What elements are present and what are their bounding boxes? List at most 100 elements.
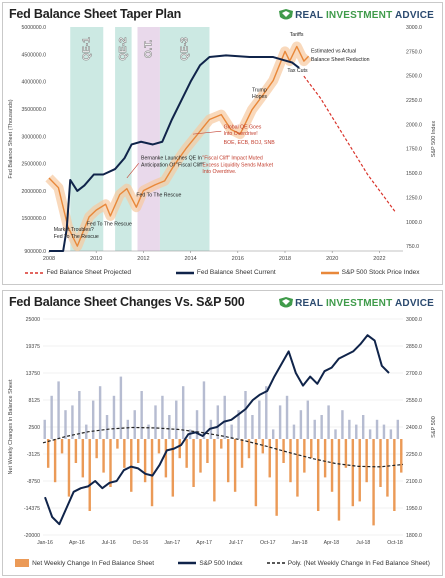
bar	[46, 439, 50, 468]
y-tick-right: 2750.0	[406, 49, 422, 55]
bar	[88, 439, 91, 511]
chart-annotation: Fed To The Rescue	[54, 234, 99, 240]
y-tick-right: 2500.0	[406, 74, 422, 80]
x-tick-label: 2012	[137, 256, 149, 262]
brand-logo: REAL INVESTMENT ADVICE	[277, 8, 434, 22]
bar	[102, 439, 105, 473]
y-tick-right: 1000.0	[406, 220, 422, 226]
y-tick-right: 2700.0	[406, 371, 422, 377]
bar	[119, 376, 123, 439]
bar	[244, 391, 247, 439]
y-tick-left: 3000000.0	[21, 134, 46, 140]
chart-annotation: Balance Sheet Reduction	[311, 57, 370, 63]
y-tick-left: -8750	[27, 479, 40, 485]
chart-annotation: Market Troubles?	[54, 227, 94, 233]
y-tick-left: 4000000.0	[21, 80, 46, 86]
chart-annotation: Into Overdrive!	[224, 131, 258, 137]
bar	[130, 439, 133, 492]
bar	[396, 419, 400, 439]
chart-annotation: Estimated vs Actual	[311, 48, 356, 54]
bar	[379, 439, 382, 487]
bar	[123, 439, 126, 468]
bar	[330, 439, 334, 492]
y-tick-left: 2500	[28, 425, 40, 431]
y-tick-left: -3125	[27, 452, 40, 458]
chart-legend: Net Weekly Change In Fed Balance Sheet S…	[3, 559, 442, 567]
bar	[258, 400, 261, 439]
chart-annotation: Into Overdrive.	[202, 169, 236, 175]
bar	[386, 439, 389, 497]
band-label: QE-1	[81, 37, 92, 61]
bar	[299, 410, 303, 439]
bar	[98, 386, 102, 439]
series-balance-current	[49, 54, 300, 252]
bar	[327, 405, 330, 439]
x-tick-label: Apr-16	[69, 540, 85, 546]
y-tick-right: 2000.0	[406, 122, 422, 128]
bar	[53, 439, 57, 483]
bar	[116, 439, 119, 449]
bar	[358, 439, 361, 502]
x-tick-label: Jul-16	[102, 540, 116, 546]
band-label: QE-3	[179, 37, 190, 61]
bar	[368, 429, 372, 439]
balance-sheet-changes-panel: Fed Balance Sheet Changes Vs. S&P 500 RE…	[2, 290, 443, 576]
bar	[185, 439, 188, 468]
y-axis-label-right: S&P 500 Index	[431, 120, 437, 157]
bar	[181, 386, 185, 439]
bar	[91, 400, 95, 439]
bar	[85, 424, 88, 439]
y-tick-left: 5000000.0	[21, 25, 46, 31]
bar	[289, 439, 292, 483]
y-tick-left: 900000.0	[24, 249, 46, 255]
chart-title: Fed Balance Sheet Changes Vs. S&P 500	[9, 295, 245, 309]
x-tick-label: 2018	[279, 256, 291, 262]
bar	[178, 439, 181, 459]
taper-plan-chart-panel: Fed Balance Sheet Taper Plan REAL INVEST…	[2, 2, 443, 285]
y-axis-label-left: Net Weekly Changes In Balance Sheet	[8, 379, 14, 474]
y-tick-right: 1950.0	[406, 506, 422, 512]
x-tick-label: Oct-18	[387, 540, 403, 546]
y-tick-left: -14375	[24, 506, 40, 512]
chart-annotation: Fed To The Rescue	[136, 192, 181, 198]
y-tick-right: 2250.0	[406, 452, 422, 458]
bar	[351, 439, 355, 507]
x-tick-label: Oct-17	[260, 540, 276, 546]
bar	[375, 419, 379, 439]
annotation-arrow	[192, 130, 222, 135]
bar	[275, 439, 278, 516]
brand-name: REAL INVESTMENT ADVICE	[295, 9, 434, 21]
bar	[112, 395, 116, 439]
bar	[261, 439, 265, 454]
y-tick-left: 13750	[26, 371, 41, 377]
x-tick-label: Jan-17	[164, 540, 180, 546]
y-tick-left: -20000	[24, 533, 40, 539]
legend-item-spx: S&P 500 Stock Price Index	[320, 269, 420, 276]
bar	[247, 439, 251, 459]
bar	[143, 439, 147, 483]
bar	[202, 381, 206, 439]
bar	[230, 424, 233, 439]
chart-annotation: Tariffs	[290, 32, 304, 38]
bar	[271, 429, 275, 439]
y-tick-right: 2100.0	[406, 479, 422, 485]
chart-annotation: Tax Cuts	[287, 68, 308, 74]
bar	[67, 439, 71, 497]
bar	[323, 439, 327, 478]
brand-name: REAL INVESTMENT ADVICE	[295, 297, 434, 309]
bar	[285, 395, 289, 439]
band-ot	[137, 27, 160, 251]
bar	[74, 439, 78, 463]
y-tick-right: 1500.0	[406, 171, 422, 177]
y-tick-left: 2000000.0	[21, 189, 46, 195]
bar	[268, 439, 271, 478]
band-label: QE-2	[118, 37, 129, 61]
x-tick-label: 2008	[43, 256, 55, 262]
bar	[64, 410, 67, 439]
chart-annotation: Trump	[252, 87, 267, 93]
bar	[71, 405, 74, 439]
bar	[313, 419, 316, 439]
chart-annotation: BOE, ECB, BOJ, SNB	[224, 140, 276, 146]
y-tick-left: 1500000.0	[21, 216, 46, 222]
bar	[133, 410, 136, 439]
